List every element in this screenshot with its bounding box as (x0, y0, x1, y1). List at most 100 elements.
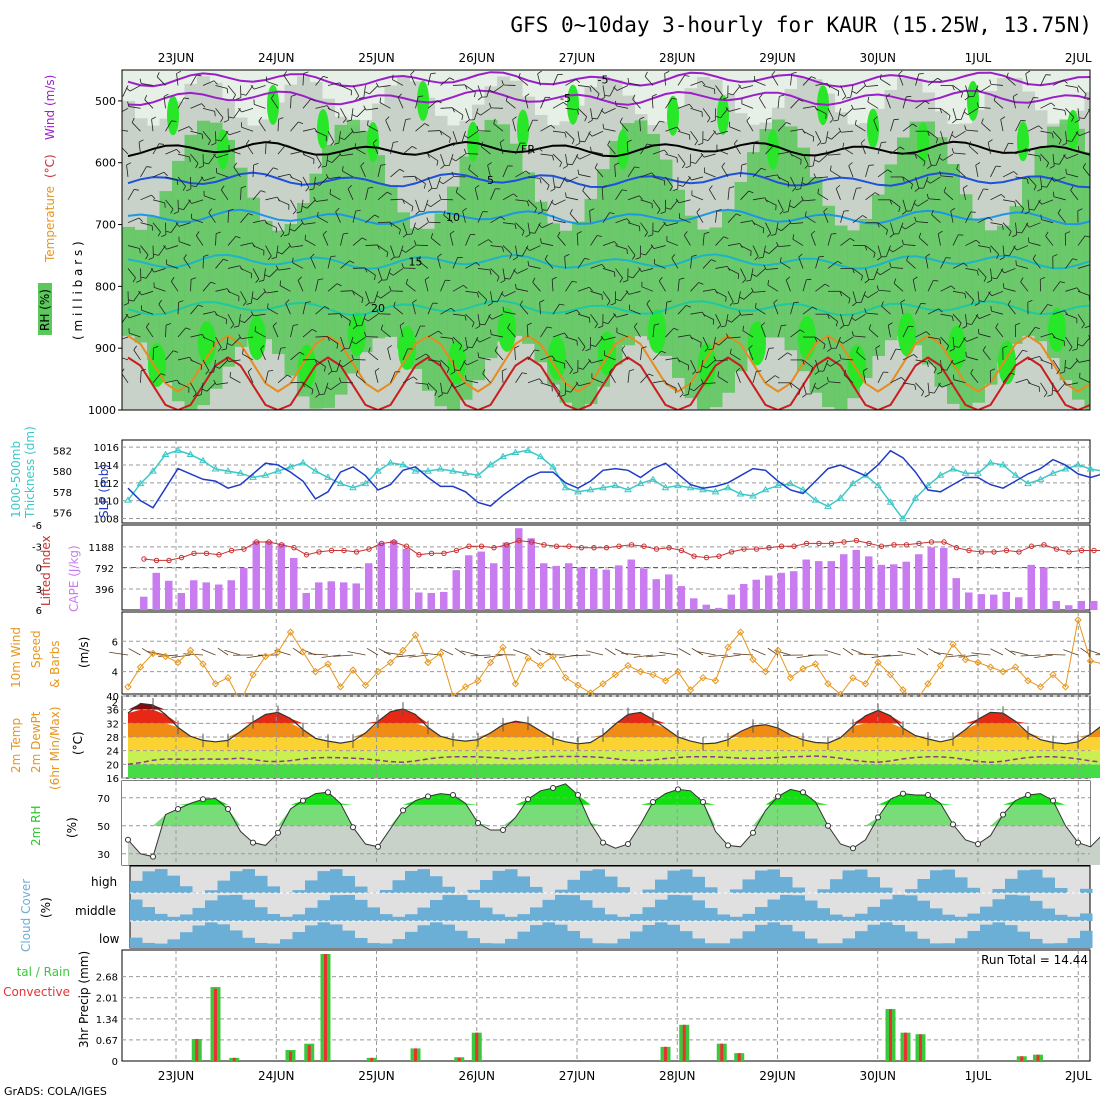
wind-barb-flag (205, 370, 210, 375)
wind-barb (640, 199, 653, 204)
wind-barb (565, 154, 568, 166)
wind-barb (905, 222, 916, 230)
wind-barb (615, 245, 628, 250)
thickness-point (374, 467, 382, 474)
wind-barb-flag (696, 208, 701, 213)
wind-barb (459, 359, 466, 371)
lifted-index-point (678, 547, 685, 554)
rh-tick-label: 70 (97, 794, 110, 805)
wind-barb (640, 222, 648, 233)
precip-convective-bar (457, 1057, 461, 1061)
wind-barb (179, 241, 191, 246)
wind-barb-flag (283, 71, 287, 76)
wind10m-point (936, 661, 945, 670)
wind-barb-flag (449, 230, 455, 235)
wind-barb (392, 268, 404, 276)
wind10m-barb (460, 650, 479, 656)
rh-point (725, 842, 731, 849)
top-date-label: 27JUN (559, 51, 596, 65)
thickness-point (399, 460, 407, 468)
wind-barb-flag (760, 322, 766, 327)
cape-bar (402, 548, 410, 610)
wind-barb-flag (933, 368, 937, 374)
wind-barb (597, 108, 604, 120)
wind-barb (191, 199, 204, 204)
wind-barb (1002, 372, 1011, 384)
cloud-cell (517, 931, 530, 948)
wind-barb (290, 150, 303, 155)
wind-barb-flag (213, 379, 217, 385)
wind-barb-flag (709, 185, 713, 190)
wind-barb-flag (526, 322, 532, 326)
wind-barb-flag (648, 373, 654, 377)
wind-barb-flag (603, 321, 609, 325)
wind-barb-flag (133, 345, 137, 351)
wind-barb (812, 153, 816, 166)
wind-barb-flag (938, 383, 943, 388)
wind-barb (141, 83, 154, 86)
cape-bar (152, 572, 160, 610)
cloud-cell (917, 900, 930, 921)
wind-barb (817, 193, 829, 201)
cloud-cell (292, 932, 305, 948)
wind-barb (1015, 199, 1024, 209)
wind-barb-flag (484, 299, 488, 305)
wind-barb-flag (602, 123, 605, 129)
wind-barb-flag (327, 370, 333, 375)
wind-barb-flag (351, 340, 356, 345)
wind-barb-flag (527, 260, 530, 267)
wind-barb (880, 268, 891, 276)
cloud-cell (830, 879, 843, 893)
wind-barb (803, 199, 816, 202)
wind-barb (877, 245, 882, 258)
lifted-index-point (266, 539, 272, 545)
wind-barb (145, 268, 154, 279)
wind-barb (540, 97, 546, 109)
lifted-index-point (816, 540, 822, 547)
top-date-label: 28JUN (659, 51, 696, 65)
lifted-index-point (991, 549, 997, 555)
wind-barb (452, 257, 459, 269)
wind-barb-flag (208, 371, 214, 374)
wind-barb (793, 199, 804, 209)
wind-barb (690, 336, 702, 343)
wind-barb-flag (1076, 287, 1081, 292)
wind-barb (158, 304, 166, 315)
wind-barb-flag (804, 211, 807, 217)
wind-barb (455, 191, 466, 201)
wind-barb-flag (150, 268, 155, 273)
cape-bar (165, 580, 173, 610)
wind-barb-flag (585, 348, 591, 352)
wind-barb (777, 96, 780, 109)
wind-barb-flag (814, 159, 820, 163)
wind-barb (746, 120, 754, 132)
wind-barb (493, 123, 504, 132)
wind-barb (1091, 213, 1098, 223)
wind-barb-flag (644, 232, 648, 237)
wind-barb (294, 222, 304, 232)
wind-barb (329, 193, 341, 201)
wind-barb-flag (426, 203, 431, 208)
wind-barb-flag (729, 186, 735, 189)
wind-barb-flag (1050, 177, 1055, 182)
isotherm-label: 10 (446, 211, 460, 224)
wind-barb-flag (887, 322, 893, 326)
cloud-cell (242, 937, 255, 948)
wind-barb-flag (843, 369, 847, 375)
cape-bar (552, 565, 560, 610)
wind-barb-flag (411, 206, 414, 212)
cloud-cell (880, 887, 893, 893)
wind-barb (727, 268, 739, 275)
cloud-cell (1055, 914, 1068, 921)
wind-barb-flag (1057, 208, 1062, 214)
wind-barb (540, 153, 553, 156)
wind10m-point (274, 648, 282, 656)
wind-barb-flag (557, 392, 561, 397)
wind-barb (427, 130, 441, 132)
wind-barb-flag (873, 252, 876, 258)
wind-barb (1045, 235, 1054, 246)
wind-barb (466, 359, 479, 366)
wind-barb-flag (153, 253, 159, 256)
wind-barb-flag (1013, 171, 1018, 176)
wind-barb-flag (814, 336, 818, 342)
